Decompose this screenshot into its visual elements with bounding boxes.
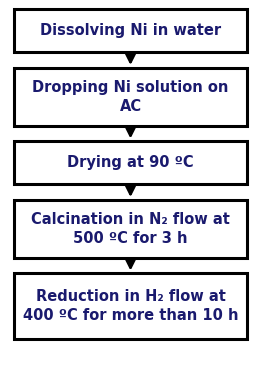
Text: Dropping Ni solution on
AC: Dropping Ni solution on AC [32, 80, 229, 114]
FancyBboxPatch shape [14, 68, 247, 126]
Text: Calcination in N₂ flow at
500 ºC for 3 h: Calcination in N₂ flow at 500 ºC for 3 h [31, 212, 230, 246]
FancyBboxPatch shape [14, 9, 247, 52]
Text: Reduction in H₂ flow at
400 ºC for more than 10 h: Reduction in H₂ flow at 400 ºC for more … [23, 289, 238, 323]
Text: Drying at 90 ºC: Drying at 90 ºC [67, 155, 194, 170]
FancyBboxPatch shape [14, 200, 247, 258]
Text: Dissolving Ni in water: Dissolving Ni in water [40, 23, 221, 38]
FancyBboxPatch shape [14, 141, 247, 184]
FancyBboxPatch shape [14, 273, 247, 339]
